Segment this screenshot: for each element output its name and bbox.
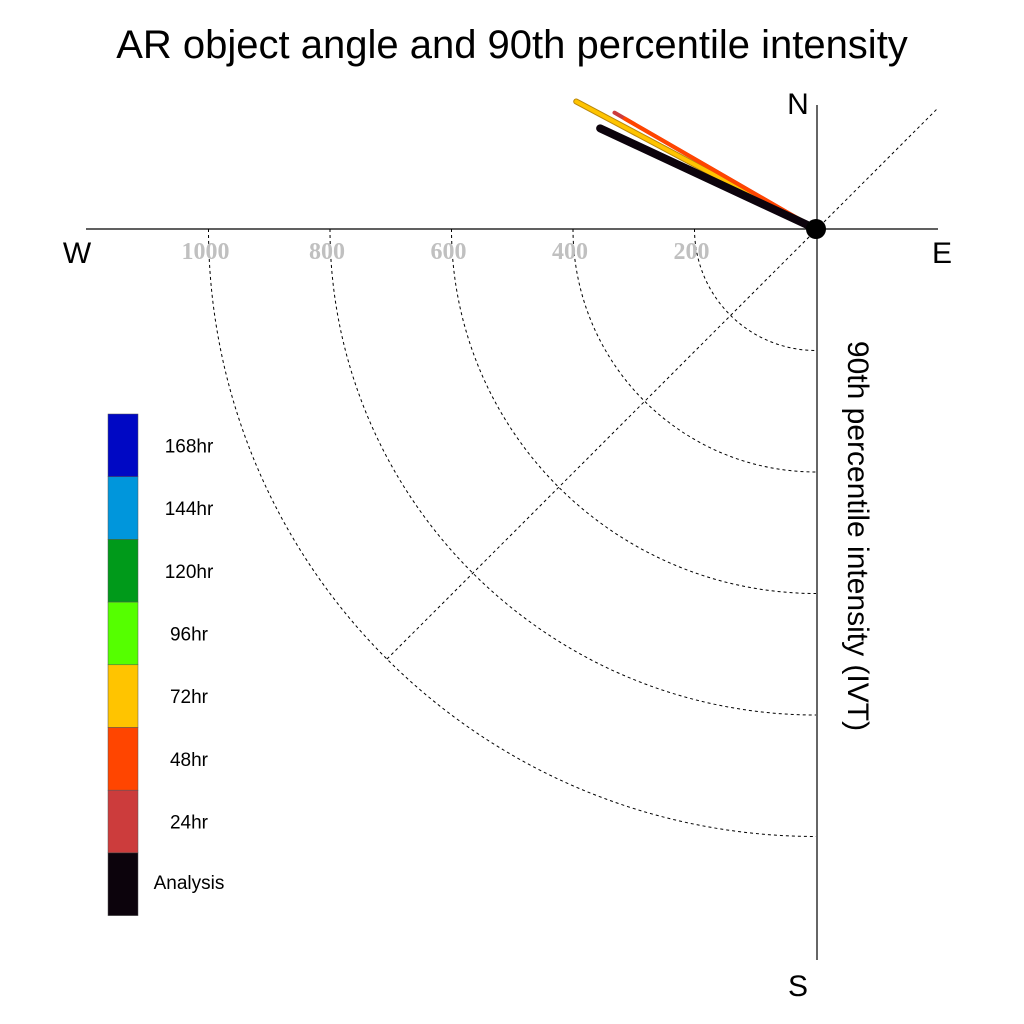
compass-north-label: N	[787, 88, 809, 121]
legend-swatch-48hr	[107, 727, 139, 791]
legend-swatch-72hr	[107, 664, 139, 728]
legend-label: 24hr	[170, 813, 209, 834]
legend-label: 120hr	[165, 562, 214, 583]
legend-swatch-analysis	[107, 852, 139, 916]
radial-ring-800	[329, 228, 817, 716]
legend-swatch-24hr	[107, 789, 139, 854]
legend-label: 48hr	[170, 750, 209, 771]
legend-label: 72hr	[170, 687, 209, 708]
chart-title: AR object angle and 90th percentile inte…	[116, 23, 908, 67]
legend-label: 96hr	[170, 624, 209, 645]
legend-swatch-120hr	[107, 539, 139, 603]
intensity-vectors	[573, 98, 820, 233]
radial-tick-label: 1000	[182, 239, 230, 265]
radial-ring-1000	[208, 228, 817, 837]
origin-point	[806, 219, 826, 239]
y-axis-label: 90th percentile intensity (IVT)	[841, 341, 874, 731]
compass-west-label: W	[63, 237, 92, 270]
radial-ring-600	[451, 228, 817, 594]
radial-tick-label: 600	[431, 239, 467, 265]
radial-ring-400	[572, 228, 817, 473]
legend-label: Analysis	[154, 873, 225, 894]
vector-analysis	[596, 124, 820, 233]
diagonal-reference-line	[386, 107, 939, 660]
radial-tick-labels: 200 400 600 800 1000	[182, 239, 710, 265]
radial-tick-label: 800	[309, 239, 345, 265]
legend-swatch-96hr	[107, 601, 139, 666]
legend-swatch-168hr	[107, 413, 139, 477]
radial-tick-label: 400	[552, 239, 588, 265]
radial-ring-200	[694, 228, 817, 351]
compass-south-label: S	[788, 970, 808, 1003]
radial-rings	[208, 228, 817, 837]
legend-swatch-144hr	[107, 476, 139, 540]
legend: 168hr 144hr 120hr 96hr 72hr 48hr 24hr Analysis	[107, 413, 225, 916]
legend-label: 168hr	[165, 436, 214, 457]
radial-tick-label: 200	[674, 239, 710, 265]
compass-east-label: E	[932, 237, 952, 270]
legend-label: 144hr	[165, 499, 214, 520]
